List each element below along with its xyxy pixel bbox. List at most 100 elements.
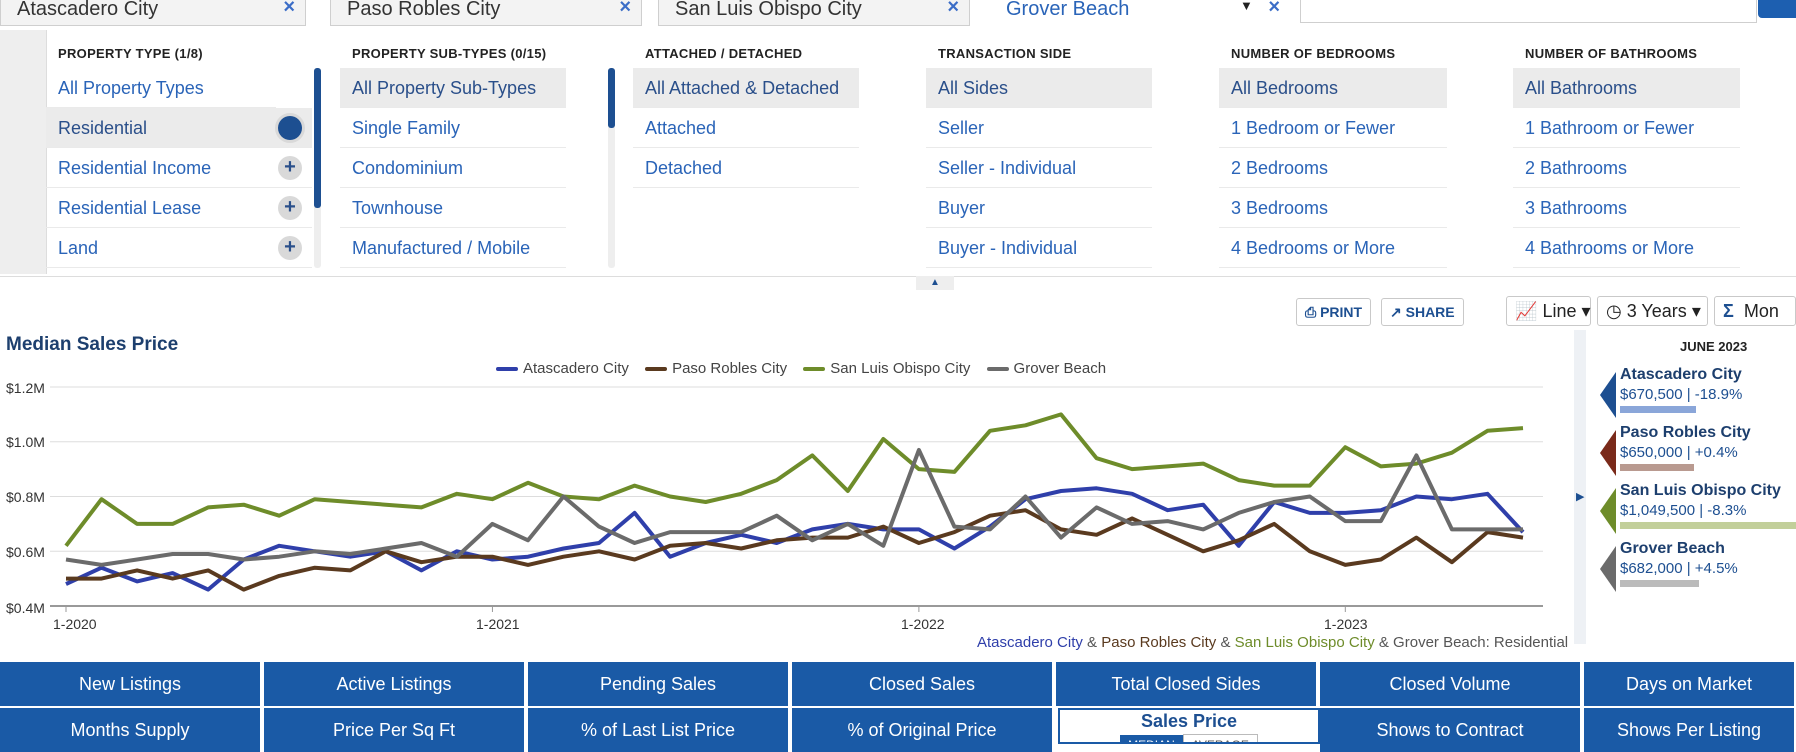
filter-option[interactable]: Townhouse <box>340 188 566 228</box>
filter-option[interactable]: 4 Bedrooms or More <box>1219 228 1447 268</box>
metric-pct-original-price[interactable]: % of Original Price <box>792 708 1054 752</box>
metric-new-listings[interactable]: New Listings <box>0 662 262 706</box>
location-tab-label: Paso Robles City <box>347 0 501 20</box>
plus-icon[interactable]: + <box>278 236 302 260</box>
filter-option[interactable]: Residential <box>46 108 312 148</box>
printer-icon: ⎙ <box>1305 304 1321 320</box>
y-tick-label: $1.0M <box>6 434 45 450</box>
filter-option[interactable]: Buyer - Individual <box>926 228 1152 268</box>
range-dropdown[interactable]: ◷ 3 Years ▾ <box>1597 296 1708 326</box>
series-line-paso-robles-city <box>66 508 1524 592</box>
filter-option[interactable]: All Sides <box>926 68 1152 108</box>
filter-option[interactable]: Single Family <box>340 108 566 148</box>
chevron-up-icon[interactable]: ▲ <box>916 276 954 290</box>
line-chart-icon: 📈 <box>1515 301 1538 321</box>
metric-shows-per-listing[interactable]: Shows Per Listing <box>1584 708 1796 752</box>
filter-option[interactable]: Detached <box>633 148 859 188</box>
summary-card[interactable]: Paso Robles City $650,000 | +0.4% <box>1600 424 1796 476</box>
filter-option[interactable]: 2 Bathrooms <box>1513 148 1740 188</box>
filter-collapse-divider <box>0 276 1796 285</box>
metric-months-supply[interactable]: Months Supply <box>0 708 262 752</box>
toggle-average[interactable]: AVERAGE <box>1182 734 1258 742</box>
metric-total-closed-sides[interactable]: Total Closed Sides <box>1056 662 1318 706</box>
filter-option[interactable]: 3 Bathrooms <box>1513 188 1740 228</box>
filter-option[interactable]: Land + <box>46 228 312 268</box>
location-tab-san-luis-obispo[interactable]: San Luis Obispo City × <box>658 0 970 26</box>
x-tick-label: 1-2022 <box>901 616 945 632</box>
metric-shows-to-contract[interactable]: Shows to Contract <box>1320 708 1582 752</box>
location-tab-atascadero[interactable]: Atascadero City × <box>0 0 306 26</box>
metric-price-per-sqft[interactable]: Price Per Sq Ft <box>264 708 526 752</box>
filter-side-handle <box>0 30 47 274</box>
location-tab-paso-robles[interactable]: Paso Robles City × <box>330 0 642 26</box>
close-icon[interactable]: × <box>619 0 631 18</box>
filter-option[interactable]: 2 Bedrooms <box>1219 148 1447 188</box>
filter-option[interactable]: Seller <box>926 108 1152 148</box>
location-tab-grover-beach[interactable]: Grover Beach ▼ × <box>990 0 1290 26</box>
legend-item[interactable]: Grover Beach <box>986 360 1106 377</box>
y-tick-label: $0.8M <box>6 489 45 505</box>
scrollbar-thumb[interactable] <box>608 68 615 128</box>
chart-title: Median Sales Price <box>6 334 179 355</box>
metric-active-listings[interactable]: Active Listings <box>264 662 526 706</box>
filter-option[interactable]: All Attached & Detached <box>633 68 859 108</box>
metric-sales-price[interactable]: Sales Price MEDIANAVERAGE <box>1058 708 1320 744</box>
share-button[interactable]: ↗ SHARE <box>1381 298 1464 326</box>
close-icon[interactable]: × <box>283 0 295 18</box>
close-icon[interactable]: × <box>1268 0 1280 18</box>
summary-card[interactable]: San Luis Obispo City $1,049,500 | -8.3% <box>1600 482 1796 534</box>
filter-header: PROPERTY SUB-TYPES (0/15) <box>352 46 547 61</box>
filter-option[interactable]: All Bedrooms <box>1219 68 1447 108</box>
sigma-icon: Σ <box>1723 301 1734 321</box>
metric-closed-sales[interactable]: Closed Sales <box>792 662 1054 706</box>
series-marker-icon <box>1600 430 1616 476</box>
filter-option[interactable]: 1 Bedroom or Fewer <box>1219 108 1447 148</box>
chevron-right-icon: ▶ <box>1576 491 1585 503</box>
summary-collapse-handle[interactable]: ▶ <box>1574 330 1586 644</box>
filter-option[interactable]: Manufactured / Mobile <box>340 228 566 268</box>
summary-bar <box>1620 406 1696 413</box>
statistic-dropdown[interactable]: Σ Mon <box>1714 296 1796 326</box>
scrollbar-thumb[interactable] <box>314 68 321 208</box>
filter-option[interactable]: Seller - Individual <box>926 148 1152 188</box>
summary-card[interactable]: Atascadero City $670,500 | -18.9% <box>1600 366 1796 418</box>
chevron-down-icon[interactable]: ▼ <box>1240 0 1253 13</box>
plus-icon[interactable]: + <box>278 156 302 180</box>
legend-item[interactable]: Paso Robles City <box>645 360 787 377</box>
x-tick-label: 1-2020 <box>53 616 97 632</box>
legend-item[interactable]: Atascadero City <box>496 360 629 377</box>
filter-option[interactable]: Condominium <box>340 148 566 188</box>
filter-header: PROPERTY TYPE (1/8) <box>58 46 203 61</box>
summary-period: JUNE 2023 <box>1680 339 1748 354</box>
location-tab-label: Grover Beach <box>1006 0 1130 20</box>
legend-swatch <box>496 367 518 372</box>
filter-option[interactable]: 4 Bathrooms or More <box>1513 228 1740 268</box>
toggle-median[interactable]: MEDIAN <box>1120 735 1183 742</box>
summary-card[interactable]: Grover Beach $682,000 | +4.5% <box>1600 540 1796 592</box>
filter-option[interactable]: All Property Sub-Types <box>340 68 566 108</box>
median-average-toggle[interactable]: MEDIANAVERAGE <box>1120 734 1258 742</box>
menu-button[interactable] <box>1758 0 1796 18</box>
print-button[interactable]: ⎙ PRINT <box>1296 298 1372 326</box>
filter-option[interactable]: Attached <box>633 108 859 148</box>
legend-item[interactable]: San Luis Obispo City <box>803 360 970 377</box>
location-search-input[interactable] <box>1300 0 1757 23</box>
x-tick-label: 1-2021 <box>476 616 520 632</box>
metric-closed-volume[interactable]: Closed Volume <box>1320 662 1582 706</box>
scrollbar-track[interactable] <box>608 68 615 268</box>
plus-icon[interactable]: + <box>278 196 302 220</box>
filter-option[interactable]: Residential Income + <box>46 148 312 188</box>
filter-option[interactable]: All Property Types <box>46 68 276 108</box>
filter-option[interactable]: Residential Lease + <box>46 188 312 228</box>
filter-option[interactable]: 1 Bathroom or Fewer <box>1513 108 1740 148</box>
selected-radio-icon[interactable] <box>278 116 302 140</box>
filter-option[interactable]: 3 Bedrooms <box>1219 188 1447 228</box>
metric-days-on-market[interactable]: Days on Market <box>1584 662 1796 706</box>
close-icon[interactable]: × <box>947 0 959 18</box>
filter-option[interactable]: All Bathrooms <box>1513 68 1740 108</box>
metric-pct-last-list-price[interactable]: % of Last List Price <box>528 708 790 752</box>
chart-type-dropdown[interactable]: 📈 Line ▾ <box>1506 296 1591 326</box>
metric-pending-sales[interactable]: Pending Sales <box>528 662 790 706</box>
filter-header: NUMBER OF BEDROOMS <box>1231 46 1396 61</box>
filter-option[interactable]: Buyer <box>926 188 1152 228</box>
